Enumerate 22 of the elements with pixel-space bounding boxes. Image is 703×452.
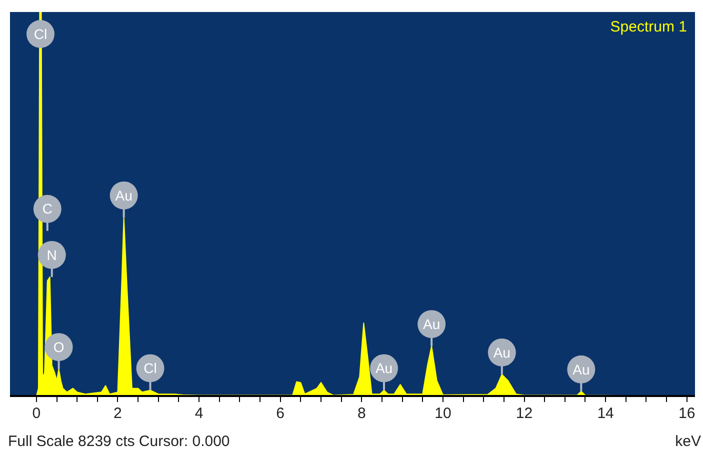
annotation: Au [493, 344, 510, 360]
x-tick-label: 12 [516, 405, 533, 422]
text: Full Scale 8239 cts Cursor: 0.000 [8, 433, 230, 450]
annotation: Au [375, 360, 393, 376]
annotation: Au [423, 316, 440, 332]
x-tick-label: 10 [434, 405, 452, 422]
x-tick-label: 6 [276, 405, 285, 422]
x-tick-label: 8 [357, 405, 366, 422]
x-tick-label: 14 [597, 405, 614, 422]
x-tick-label: 4 [194, 405, 204, 422]
x-tick-label: 0 [32, 405, 41, 422]
annotation: Au [115, 187, 132, 204]
x-tick-label: 16 [678, 405, 696, 422]
annotation: C [42, 200, 52, 217]
annotation: Au [572, 361, 590, 378]
annotation: Cl [34, 26, 48, 42]
x-axis-title: keV [675, 433, 701, 450]
annotation: O [53, 338, 64, 355]
annotation: Cl [144, 360, 157, 376]
text: Spectrum 1 [610, 18, 687, 36]
x-tick-label: 2 [114, 405, 122, 422]
annotation: N [46, 246, 57, 263]
